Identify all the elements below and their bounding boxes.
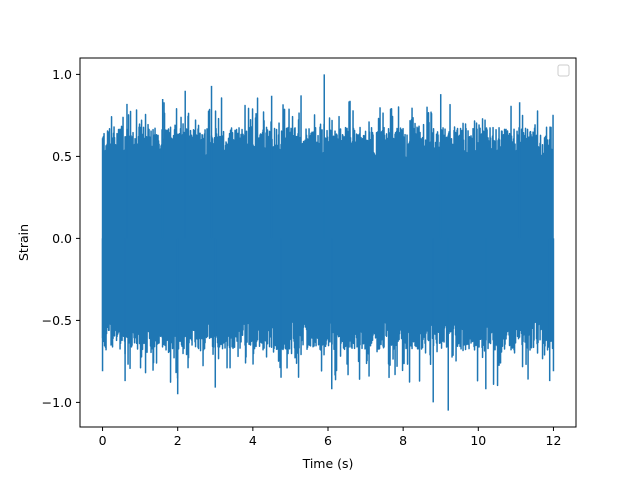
plot-area [79,57,577,428]
x-tick-label: 0 [99,433,107,448]
x-tick-label: 4 [249,433,257,448]
y-tick-label: 0.0 [52,231,72,246]
x-tick-label: 2 [174,433,182,448]
x-tick-label: 6 [324,433,332,448]
y-tick-label: −1.0 [42,395,72,410]
x-tick-label: 8 [399,433,407,448]
x-axis-label: Time (s) [302,456,354,471]
y-axis-label: Strain [16,224,31,261]
y-tick-label: 0.5 [52,149,72,164]
legend-box [557,64,570,77]
x-axis: 0 2 4 6 8 10 12 [99,427,562,448]
y-tick-label: 1.0 [52,67,72,82]
y-axis: −1.0 −0.5 0.0 0.5 1.0 [42,67,80,410]
x-tick-label: 10 [470,433,486,448]
series-layer [101,74,555,411]
x-tick-label: 12 [546,433,562,448]
y-tick-label: −0.5 [42,313,72,328]
